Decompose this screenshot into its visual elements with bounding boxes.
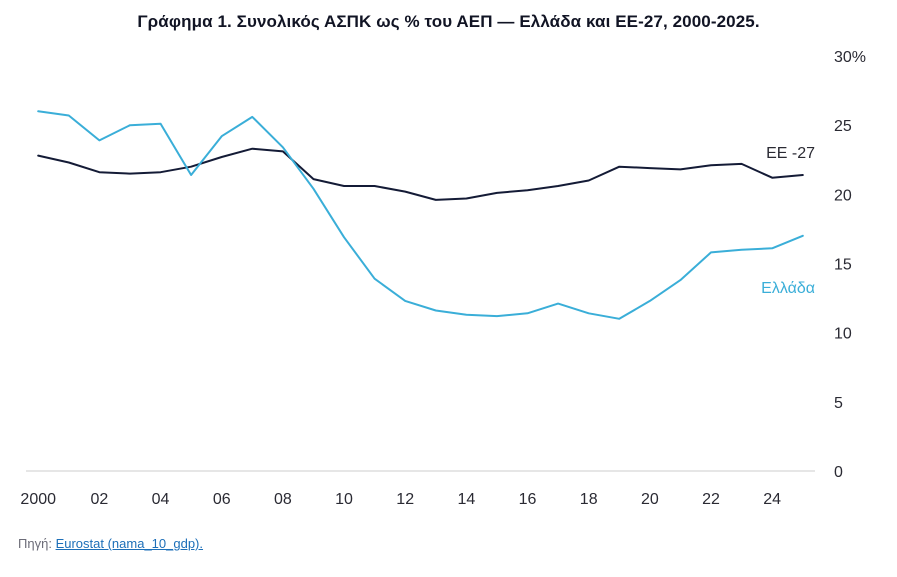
x-tick-label: 02 xyxy=(90,491,108,508)
series-lines xyxy=(37,110,804,320)
x-tick-label: 24 xyxy=(763,491,781,508)
x-tick-label: 10 xyxy=(335,491,353,508)
x-tick-label: 22 xyxy=(702,491,720,508)
series-labels: ΕΕ -27 Ελλάδα xyxy=(761,145,815,297)
source-note: Πηγή: Eurostat (nama_10_gdp). xyxy=(18,536,203,551)
x-tick-label: 12 xyxy=(396,491,414,508)
y-tick-label: 20 xyxy=(834,187,852,204)
x-tick-label: 08 xyxy=(274,491,292,508)
series-line-0 xyxy=(37,147,804,201)
axes: 0 5 10 15 20 25 30% 2000 02 04 06 08 10 12 14 16 18 20 22 2… xyxy=(20,49,866,508)
x-tick-label: 20 xyxy=(641,491,659,508)
y-tick-label: 0 xyxy=(834,464,843,481)
y-tick-label: 10 xyxy=(834,326,852,343)
series-label-1: Ελλάδα xyxy=(761,280,815,297)
source-prefix: Πηγή: xyxy=(18,536,56,551)
x-tick-label: 16 xyxy=(519,491,537,508)
x-tick-label: 2000 xyxy=(20,491,56,508)
chart-title: Γράφημα 1. Συνολικός ΑΣΠΚ ως % του ΑΕΠ —… xyxy=(137,12,760,31)
x-tick-label: 14 xyxy=(457,491,475,508)
source-link[interactable]: Eurostat (nama_10_gdp). xyxy=(55,536,204,551)
y-tick-label: 15 xyxy=(834,257,852,274)
y-tick-label: 30% xyxy=(834,49,866,66)
y-tick-label: 25 xyxy=(834,118,852,135)
series-line-1 xyxy=(37,110,804,320)
x-tick-label: 18 xyxy=(580,491,598,508)
series-label-0: ΕΕ -27 xyxy=(766,145,815,162)
y-tick-label: 5 xyxy=(834,395,843,412)
x-tick-label: 04 xyxy=(152,491,170,508)
x-tick-label: 06 xyxy=(213,491,231,508)
